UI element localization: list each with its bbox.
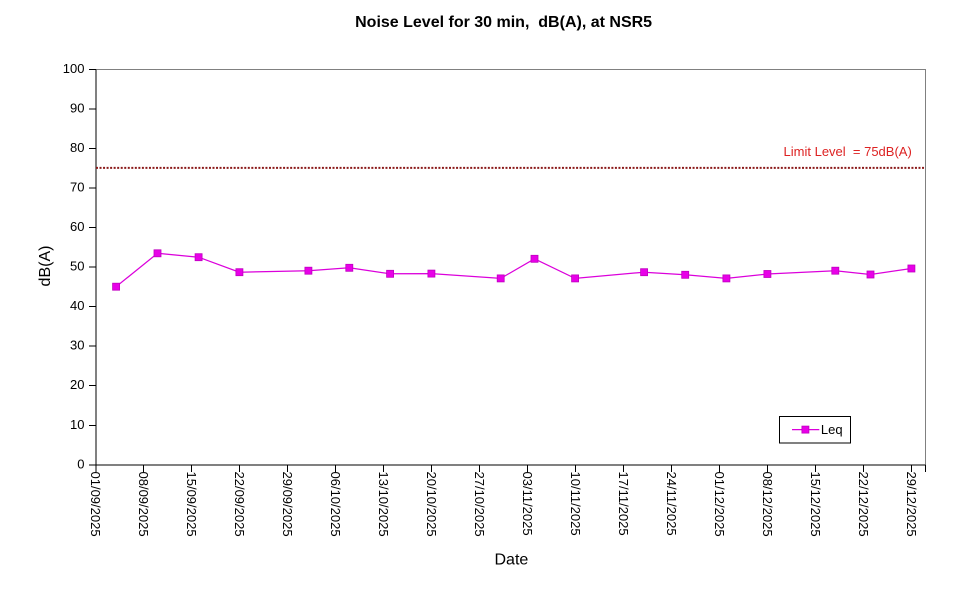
svg-text:22/12/2025: 22/12/2025 xyxy=(856,472,871,537)
svg-text:01/12/2025: 01/12/2025 xyxy=(712,472,727,537)
svg-text:15/09/2025: 15/09/2025 xyxy=(184,472,199,537)
svg-text:29/09/2025: 29/09/2025 xyxy=(280,472,295,537)
svg-text:03/11/2025: 03/11/2025 xyxy=(520,472,535,536)
svg-text:dB(A): dB(A) xyxy=(37,246,54,287)
svg-text:20: 20 xyxy=(70,377,84,392)
svg-text:17/11/2025: 17/11/2025 xyxy=(616,472,631,536)
svg-text:40: 40 xyxy=(70,298,84,313)
svg-text:70: 70 xyxy=(70,180,84,195)
svg-text:15/12/2025: 15/12/2025 xyxy=(808,472,823,537)
svg-text:Limit Level = 75dB(A): Limit Level = 75dB(A) xyxy=(784,144,912,159)
svg-text:100: 100 xyxy=(63,61,85,76)
svg-text:30: 30 xyxy=(70,338,84,353)
svg-text:06/10/2025: 06/10/2025 xyxy=(328,472,343,537)
svg-text:22/09/2025: 22/09/2025 xyxy=(232,472,247,537)
svg-text:Date: Date xyxy=(495,552,529,569)
svg-text:08/09/2025: 08/09/2025 xyxy=(136,472,151,537)
svg-text:0: 0 xyxy=(77,456,84,471)
svg-text:13/10/2025: 13/10/2025 xyxy=(376,472,391,537)
svg-text:08/12/2025: 08/12/2025 xyxy=(760,472,775,537)
svg-text:90: 90 xyxy=(70,101,84,116)
svg-text:10: 10 xyxy=(70,417,84,432)
svg-text:Leq: Leq xyxy=(821,422,843,437)
svg-text:Noise Level for 30 min, dB(A): Noise Level for 30 min, dB(A), at NSR5 xyxy=(355,14,652,31)
svg-text:20/10/2025: 20/10/2025 xyxy=(424,472,439,537)
svg-text:50: 50 xyxy=(70,259,84,274)
svg-text:29/12/2025: 29/12/2025 xyxy=(904,472,919,537)
svg-text:10/11/2025: 10/11/2025 xyxy=(568,472,583,536)
svg-text:80: 80 xyxy=(70,140,84,155)
svg-text:01/09/2025: 01/09/2025 xyxy=(88,472,103,537)
svg-text:27/10/2025: 27/10/2025 xyxy=(472,472,487,537)
svg-text:24/11/2025: 24/11/2025 xyxy=(664,472,679,536)
svg-text:60: 60 xyxy=(70,219,84,234)
